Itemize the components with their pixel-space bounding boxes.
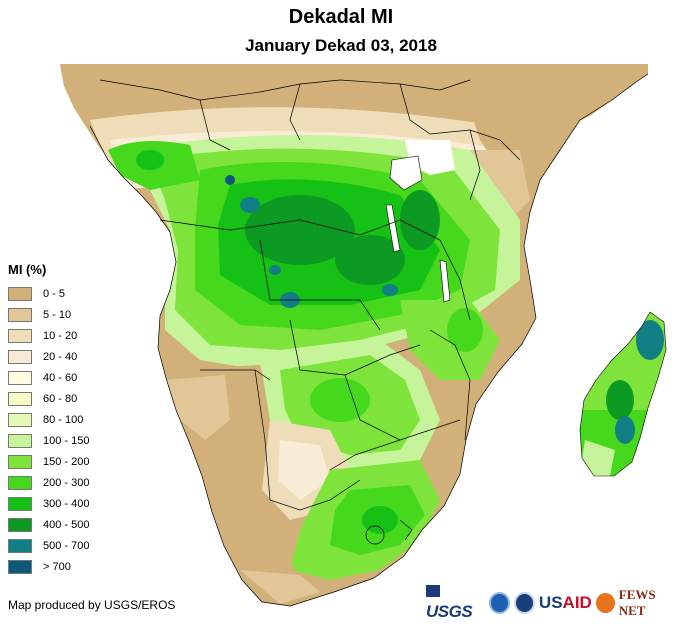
legend: MI (%) 0 - 5 5 - 10 10 - 20 20 - 40 40 - 60 6… [8, 262, 89, 577]
legend-label: 300 - 400 [43, 497, 90, 510]
legend-item: 150 - 200 [8, 451, 89, 472]
noaa-seal-icon [488, 592, 510, 614]
partner-logos: USGS USAID FEWS NET [426, 584, 682, 622]
legend-label: 10 - 20 [43, 329, 78, 342]
lake-tanganyika [385, 204, 401, 253]
legend-swatch [8, 328, 32, 343]
legend-swatch [8, 454, 32, 469]
legend-item: 500 - 700 [8, 535, 89, 556]
fews-net-logo: FEWS NET [618, 587, 656, 618]
legend-label: 0 - 5 [43, 287, 66, 300]
map-subtitle: January Dekad 03, 2018 [245, 36, 437, 55]
legend-item: 80 - 100 [8, 409, 89, 430]
legend-label: 500 - 700 [43, 539, 90, 552]
legend-swatch [8, 496, 32, 511]
usaid-logo: USAID [539, 593, 592, 613]
legend-label: 60 - 80 [43, 392, 78, 405]
legend-label: 400 - 500 [43, 518, 90, 531]
lake-victoria [389, 155, 423, 191]
africa-coastline [89, 73, 649, 607]
usgs-logo-text: USGS [426, 602, 473, 621]
country-borders [99, 79, 521, 545]
legend-item: 60 - 80 [8, 388, 89, 409]
map-credit: Map produced by USGS/EROS [8, 598, 176, 612]
legend-swatch [8, 349, 32, 364]
usgs-wave-icon [426, 585, 440, 597]
legend-item: 20 - 40 [8, 346, 89, 367]
usgs-logo: USGS [426, 584, 485, 622]
legend-label: > 700 [43, 560, 71, 573]
usaid-seal-icon [513, 592, 535, 614]
legend-swatch [8, 307, 32, 322]
legend-item: 0 - 5 [8, 283, 89, 304]
legend-swatch [8, 286, 32, 301]
map-title: Dekadal MI [288, 6, 394, 28]
fews-net-globe-icon [595, 593, 615, 613]
legend-label: 150 - 200 [43, 455, 90, 468]
legend-rows: 0 - 5 5 - 10 10 - 20 20 - 40 40 - 60 60 - 80 8… [8, 283, 89, 577]
legend-swatch [8, 391, 32, 406]
legend-swatch [8, 517, 32, 532]
legend-item: 100 - 150 [8, 430, 89, 451]
usaid-logo-aid: AID [562, 593, 592, 612]
legend-label: 200 - 300 [43, 476, 90, 489]
legend-label: 40 - 60 [43, 371, 78, 384]
legend-item: 400 - 500 [8, 514, 89, 535]
legend-label: 5 - 10 [43, 308, 72, 321]
legend-swatch [8, 370, 32, 385]
legend-item: > 700 [8, 556, 89, 577]
legend-title: MI (%) [8, 262, 47, 277]
legend-label: 20 - 40 [43, 350, 78, 363]
legend-swatch [8, 538, 32, 553]
legend-swatch [8, 412, 32, 427]
legend-swatch [8, 475, 32, 490]
legend-swatch [8, 433, 32, 448]
legend-item: 5 - 10 [8, 304, 89, 325]
legend-item: 10 - 20 [8, 325, 89, 346]
legend-label: 100 - 150 [43, 434, 90, 447]
madagascar-outline [579, 311, 667, 477]
legend-item: 200 - 300 [8, 472, 89, 493]
legend-item: 300 - 400 [8, 493, 89, 514]
lake-malawi [439, 259, 451, 303]
legend-label: 80 - 100 [43, 413, 84, 426]
legend-item: 40 - 60 [8, 367, 89, 388]
usaid-logo-us: US [538, 593, 563, 612]
legend-swatch [8, 559, 32, 574]
